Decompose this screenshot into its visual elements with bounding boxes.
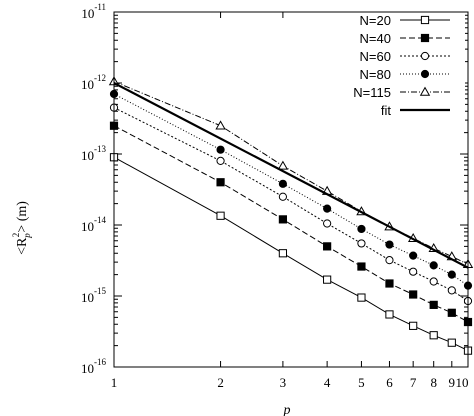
data-point bbox=[420, 15, 430, 25]
x-tick-label: 6 bbox=[386, 375, 393, 390]
data-point bbox=[409, 267, 418, 276]
legend-entry: N=115 bbox=[353, 85, 450, 100]
data-point bbox=[420, 51, 430, 61]
series-n-40 bbox=[109, 121, 473, 327]
y-tick-label: 10-14 bbox=[81, 215, 106, 234]
data-point bbox=[447, 270, 456, 279]
data-point bbox=[357, 224, 366, 234]
y-axis-label-open: <R bbox=[15, 237, 30, 255]
data-point bbox=[215, 120, 226, 130]
x-tick-label: 8 bbox=[430, 375, 437, 390]
legend-entry: N=20 bbox=[360, 13, 450, 28]
data-point bbox=[216, 178, 225, 187]
legend-entry: N=60 bbox=[360, 49, 450, 64]
x-tick-label: 9 bbox=[449, 375, 456, 390]
data-point bbox=[278, 249, 288, 258]
data-point bbox=[385, 256, 394, 265]
x-tick-label: 7 bbox=[410, 375, 417, 390]
legend-entry: fit bbox=[381, 103, 450, 118]
data-point bbox=[420, 69, 430, 79]
legend-label: N=20 bbox=[360, 13, 391, 28]
data-point bbox=[385, 310, 394, 319]
data-point bbox=[323, 275, 332, 284]
legend-entry: N=80 bbox=[360, 67, 450, 82]
legend-background bbox=[325, 8, 465, 126]
y-tick-label: 10-13 bbox=[81, 144, 106, 163]
x-tick-label: 3 bbox=[280, 375, 287, 390]
data-point bbox=[447, 286, 456, 295]
legend-label: N=115 bbox=[353, 85, 391, 100]
data-point bbox=[429, 261, 438, 270]
y-axis-label: <Rp2> (m) bbox=[11, 201, 32, 255]
data-point bbox=[357, 293, 366, 302]
legend-label: fit bbox=[381, 103, 392, 118]
data-point bbox=[278, 179, 288, 188]
data-point bbox=[357, 262, 366, 271]
data-point bbox=[409, 290, 418, 299]
y-axis-label-sup: 2 bbox=[11, 233, 21, 238]
series-line bbox=[113, 93, 469, 287]
x-tick-label: 2 bbox=[217, 375, 224, 390]
legend-label: N=60 bbox=[360, 49, 391, 64]
y-axis-label-close: > (m) bbox=[15, 201, 30, 233]
series-n-20 bbox=[109, 153, 473, 355]
legend-label: N=40 bbox=[360, 31, 391, 46]
data-point bbox=[216, 156, 225, 165]
series-line bbox=[113, 156, 469, 352]
data-point bbox=[409, 321, 418, 330]
series-line bbox=[113, 81, 469, 265]
y-tick-labels: 10-16 10-15 10-14 10-13 10-12 10-11 bbox=[81, 2, 106, 376]
data-point bbox=[277, 160, 289, 170]
data-point bbox=[385, 240, 394, 249]
data-point bbox=[429, 331, 438, 340]
y-tick-label: 10-12 bbox=[81, 73, 106, 92]
series-line bbox=[113, 125, 469, 323]
legend-entry: N=40 bbox=[360, 31, 450, 46]
legend: N=20 N=40 N=60 N=80 N=115 fit bbox=[325, 8, 465, 126]
data-point bbox=[429, 300, 438, 309]
series-fit bbox=[113, 82, 469, 269]
data-point bbox=[323, 204, 332, 213]
series-n-60 bbox=[109, 103, 473, 306]
data-point bbox=[409, 251, 418, 260]
plot-series bbox=[108, 76, 474, 355]
y-tick-label: 10-11 bbox=[81, 2, 106, 21]
x-tick-labels: 1 2 3 4 5 6 7 8 9 10 bbox=[111, 375, 469, 390]
x-tick-label: 4 bbox=[324, 375, 331, 390]
x-tick-label: 5 bbox=[358, 375, 365, 390]
series-line bbox=[113, 82, 469, 269]
data-point bbox=[385, 279, 394, 288]
y-tick-label: 10-15 bbox=[81, 286, 106, 305]
data-point bbox=[357, 239, 366, 248]
data-point bbox=[278, 215, 288, 224]
data-point bbox=[216, 145, 225, 154]
x-axis-label: p bbox=[283, 403, 291, 416]
data-point bbox=[216, 211, 225, 220]
data-point bbox=[447, 308, 456, 317]
legend-label: N=80 bbox=[360, 67, 391, 82]
data-point bbox=[323, 242, 332, 251]
data-point bbox=[419, 86, 431, 96]
data-point bbox=[429, 277, 438, 286]
data-point bbox=[278, 192, 288, 201]
data-point bbox=[420, 33, 430, 43]
y-axis-label-sub: p bbox=[22, 233, 32, 239]
x-tick-label: 10 bbox=[456, 375, 469, 390]
plot-frame bbox=[113, 11, 469, 368]
x-tick-label: 1 bbox=[111, 375, 118, 390]
data-point bbox=[323, 219, 332, 228]
data-point bbox=[447, 338, 456, 347]
y-tick-label: 10-16 bbox=[81, 357, 106, 376]
